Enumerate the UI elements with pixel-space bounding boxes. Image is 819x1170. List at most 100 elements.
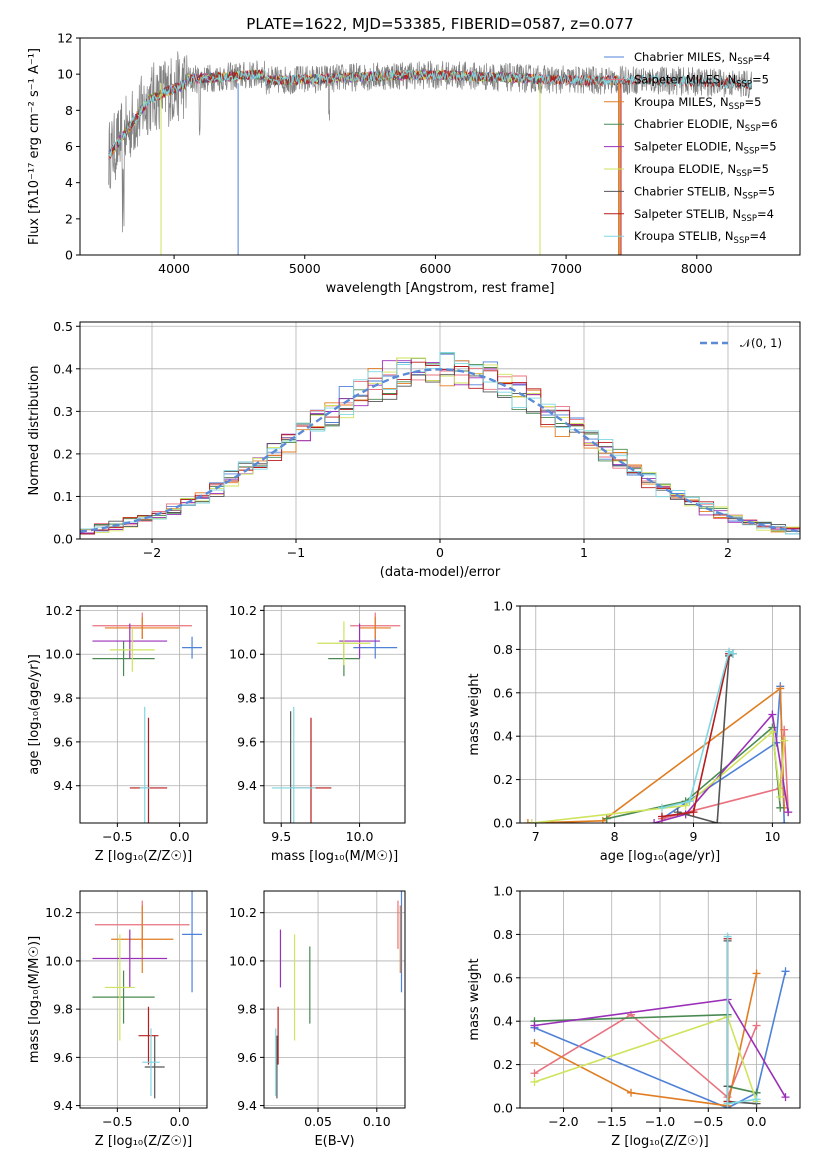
weight-marker [752,1095,761,1104]
spectrum-model-line [108,68,753,159]
weight-marker [530,1077,539,1086]
spectrum-ytick-label: 12 [57,31,73,46]
weight-vs-age-ytick-label: 1.0 [493,599,513,614]
weight-line [726,940,757,1105]
legend-value: =5 [758,184,775,198]
weight-vs-age-ytick-label: 0.2 [493,772,513,787]
legend-subscript: SSP [742,191,758,201]
mass-vs-ebv-ytick-label: 9.4 [237,1098,257,1113]
legend-label: Salpeter MILES, NSSP=5 [634,72,769,89]
spectrum-xtick-label: 8000 [681,261,713,276]
errorbar-point [317,621,371,666]
legend-subscript: SSP [736,169,752,179]
mass-vs-Z-ytick-label: 9.8 [53,1002,73,1017]
spectrum-model-line [108,69,619,255]
weight-vs-Z-xtick-label: −1.0 [645,1114,675,1129]
mass-vs-Z-ytick-label: 10.0 [45,953,73,968]
spectrum-ytick-label: 0 [65,248,73,263]
residuals-ytick-label: 0.4 [53,361,73,376]
age-vs-Z-ytick-label: 9.8 [53,691,73,706]
age-vs-Z-ytick-label: 9.4 [53,778,73,793]
residuals-xtick-label: 2 [724,545,732,560]
weight-marker [657,812,666,821]
age-vs-Z-ylabel: age [log₁₀(age/yr)] [27,654,42,775]
residuals-ytick-label: 0.1 [53,489,73,504]
spectrum-xtick-label: 5000 [289,261,321,276]
mass-vs-ebv-frame [263,890,406,1109]
weight-marker [768,710,777,719]
weight-marker [689,808,698,817]
errorbar-point [92,929,168,988]
weight-line [661,650,734,809]
mass-vs-Z-xlabel: Z [log₁₀(Z/Z☉)] [95,1134,192,1149]
age-vs-Z-xtick-label: 0.0 [170,829,190,844]
age-vs-mass-ytick-label: 9.8 [237,691,257,706]
spectrum-xtick-label: 7000 [550,261,582,276]
spectrum-model-line [108,69,541,255]
age-vs-mass-ytick-label: 10.0 [229,647,257,662]
legend-value: =6 [761,117,778,131]
mass-vs-Z-ytick-label: 9.6 [53,1050,73,1065]
age-vs-Z-plot-area [92,612,203,823]
weight-marker [685,797,694,806]
weight-marker [776,792,785,801]
weight-vs-age-ytick-label: 0.0 [493,816,513,831]
spectrum-ytick-label: 6 [65,139,73,154]
residuals-xtick-label: 1 [580,545,588,560]
residuals-ylabel: Normed distribution [27,366,42,496]
weight-marker [650,819,659,823]
spectrum-model-line [108,69,541,255]
errorbar-point [359,616,391,639]
weight-marker [723,1099,732,1108]
weight-vs-Z-xtick-label: 0.0 [747,1114,767,1129]
spectrum-model-line [108,68,753,158]
weight-vs-Z-xlabel: Z [log₁₀(Z/Z☉)] [611,1134,708,1149]
legend-subscript: SSP [729,102,745,112]
residuals-ytick-label: 0.3 [53,404,73,419]
weight-marker [723,932,732,941]
errorbar-point [142,1028,160,1096]
spectrum-model-line [108,69,541,255]
weight-marker [627,1088,636,1097]
mass-vs-ebv-panel: 0.05 0.10 9.4 9.6 9.8 10.0 10.2 E(B-V) [229,890,406,1149]
age-vs-Z-xlabel: Z [log₁₀(Z/Z☉)] [95,849,192,864]
weight-line [534,1013,758,1099]
weight-marker [527,819,536,823]
age-vs-mass-xlabel: mass [log₁₀(M/M☉)] [271,849,398,864]
mass-vs-Z-plot-area [92,891,203,1099]
weight-marker [752,1021,761,1030]
mass-vs-ebv-plot-area [275,891,403,1099]
mass-vs-ebv-xtick-label: 0.10 [363,1114,391,1129]
errorbar-point [271,706,316,823]
errorbar-point [104,934,135,1041]
age-vs-mass-frame [263,605,406,824]
weight-vs-Z-ytick-label: 0.4 [493,1014,513,1029]
errorbar-point [104,616,180,639]
weight-line [726,936,757,1105]
weight-vs-age-ytick-label: 0.8 [493,642,513,657]
weight-vs-age-xtick-label: 10 [764,829,780,844]
errorbar-point [182,636,203,659]
weight-vs-Z-ylabel: mass weight [467,958,482,1040]
weight-vs-age-xtick-label: 9 [690,829,698,844]
residuals-xlabel: (data-model)/error [380,565,501,580]
legend-label: Salpeter STELIB, NSSP=4 [634,207,774,224]
errorbar-point [339,623,380,659]
residuals-ytick-label: 0.0 [53,532,73,547]
weight-vs-Z-ytick-label: 1.0 [493,884,513,899]
weight-marker [657,803,666,812]
spectrum-panel: 4000 5000 6000 7000 8000 0 2 4 6 8 10 12 wavelength … [27,31,801,296]
weight-marker [530,1069,539,1078]
weight-vs-Z-ytick-label: 0.8 [493,927,513,942]
weight-vs-age-frame [519,605,801,824]
legend-label: Kroupa STELIB, NSSP=4 [634,229,766,246]
mass-vs-Z-ytick-label: 9.4 [53,1098,73,1113]
mass-vs-Z-ylabel: mass [log₁₀(M/M☉)] [27,936,42,1063]
errorbar-point [144,1035,165,1099]
age-vs-mass-ytick-label: 9.4 [237,778,257,793]
weight-marker [776,803,785,812]
mass-vs-Z-ytick-label: 10.2 [45,905,73,920]
errorbar-point [109,627,155,672]
spectrum-ylabel: Flux [fλ10⁻¹⁷ erg cm⁻² s⁻¹ A⁻¹] [27,48,42,245]
legend-value: =5 [744,95,761,109]
